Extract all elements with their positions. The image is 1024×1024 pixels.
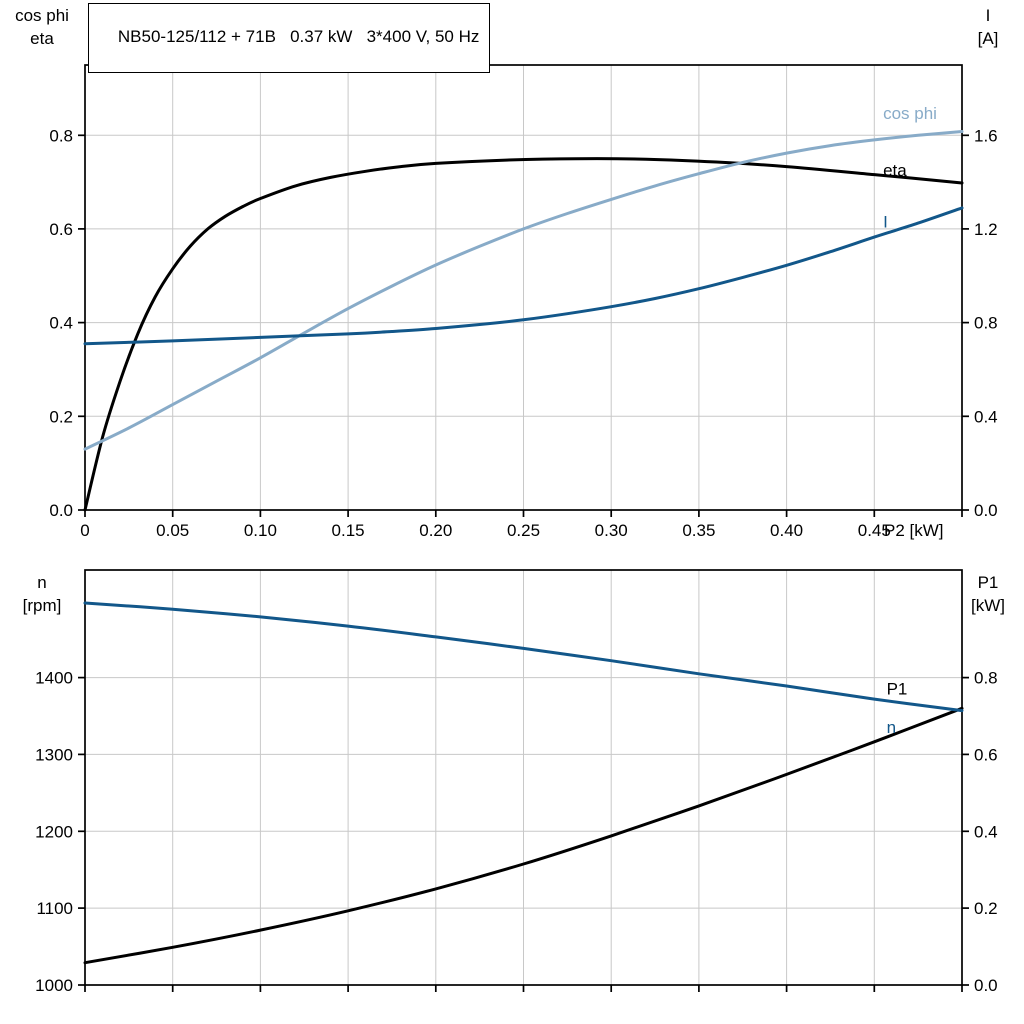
curve-n [83,601,964,713]
bottom-right-axis-line1: P1 [977,573,999,592]
bottom-left-axis-line2: [rpm] [22,596,62,615]
top-left-axis-title: cos phi eta [2,4,82,50]
left-tick-label: 0.0 [49,501,73,520]
curve-eta [83,157,964,512]
bottom-left-axis-line1: n [37,573,47,592]
curve-I [83,206,964,346]
series-label-n: n [887,718,896,737]
right-tick-label: 1.6 [974,126,998,145]
x-tick-label: 0.15 [332,521,365,540]
left-tick-label: 1000 [35,976,73,995]
right-tick-label: 0.0 [974,976,998,995]
top-right-axis-line1: I [985,6,991,25]
top-right-axis-line2: [A] [977,29,999,48]
series-label-I: I [883,213,888,232]
top-left-axis-line2: eta [30,29,54,48]
series-label-P1: P1 [887,679,908,698]
curve-P1 [83,706,964,965]
right-tick-label: 0.0 [974,501,998,520]
right-tick-label: 1.2 [974,220,998,239]
left-tick-label: 1400 [35,669,73,688]
right-tick-label: 0.8 [974,314,998,333]
right-tick-label: 0.4 [974,407,998,426]
right-tick-label: 0.6 [974,745,998,764]
x-tick-label: 0.05 [156,521,189,540]
left-tick-label: 1200 [35,822,73,841]
x-tick-label: 0.35 [682,521,715,540]
x-tick-label: 0.20 [419,521,452,540]
bottom-left-axis-title: n [rpm] [2,571,82,617]
bottom-right-axis-line2: [kW] [971,596,1005,615]
x-tick-label: 0 [80,521,89,540]
left-tick-label: 0.6 [49,220,73,239]
x-tick-label: 0.30 [595,521,628,540]
right-tick-label: 0.2 [974,899,998,918]
left-tick-label: 1100 [36,899,73,918]
x-tick-label: 0.25 [507,521,540,540]
left-tick-label: 1300 [35,745,73,764]
chart-title-box: NB50-125/112 + 71B 0.37 kW 3*400 V, 50 H… [88,3,491,73]
chart-title: NB50-125/112 + 71B 0.37 kW 3*400 V, 50 H… [117,27,480,46]
bottom-right-axis-title: P1 [kW] [956,571,1020,617]
series-label-eta: eta [883,161,907,180]
right-tick-label: 0.8 [974,669,998,688]
curve-cos-phi [83,130,964,451]
x-tick-label: 0.45 [858,521,891,540]
right-tick-label: 0.4 [974,822,998,841]
top-right-axis-title: I [A] [956,4,1020,50]
left-tick-label: 0.2 [49,407,73,426]
x-tick-label: 0.10 [244,521,277,540]
left-tick-label: 0.4 [49,314,73,333]
x-tick-label: 0.40 [770,521,803,540]
left-tick-label: 0.8 [49,126,73,145]
series-label-cos-phi: cos phi [883,104,937,123]
x-axis-label: P2 [kW] [884,521,944,540]
top-left-axis-line1: cos phi [15,6,69,25]
